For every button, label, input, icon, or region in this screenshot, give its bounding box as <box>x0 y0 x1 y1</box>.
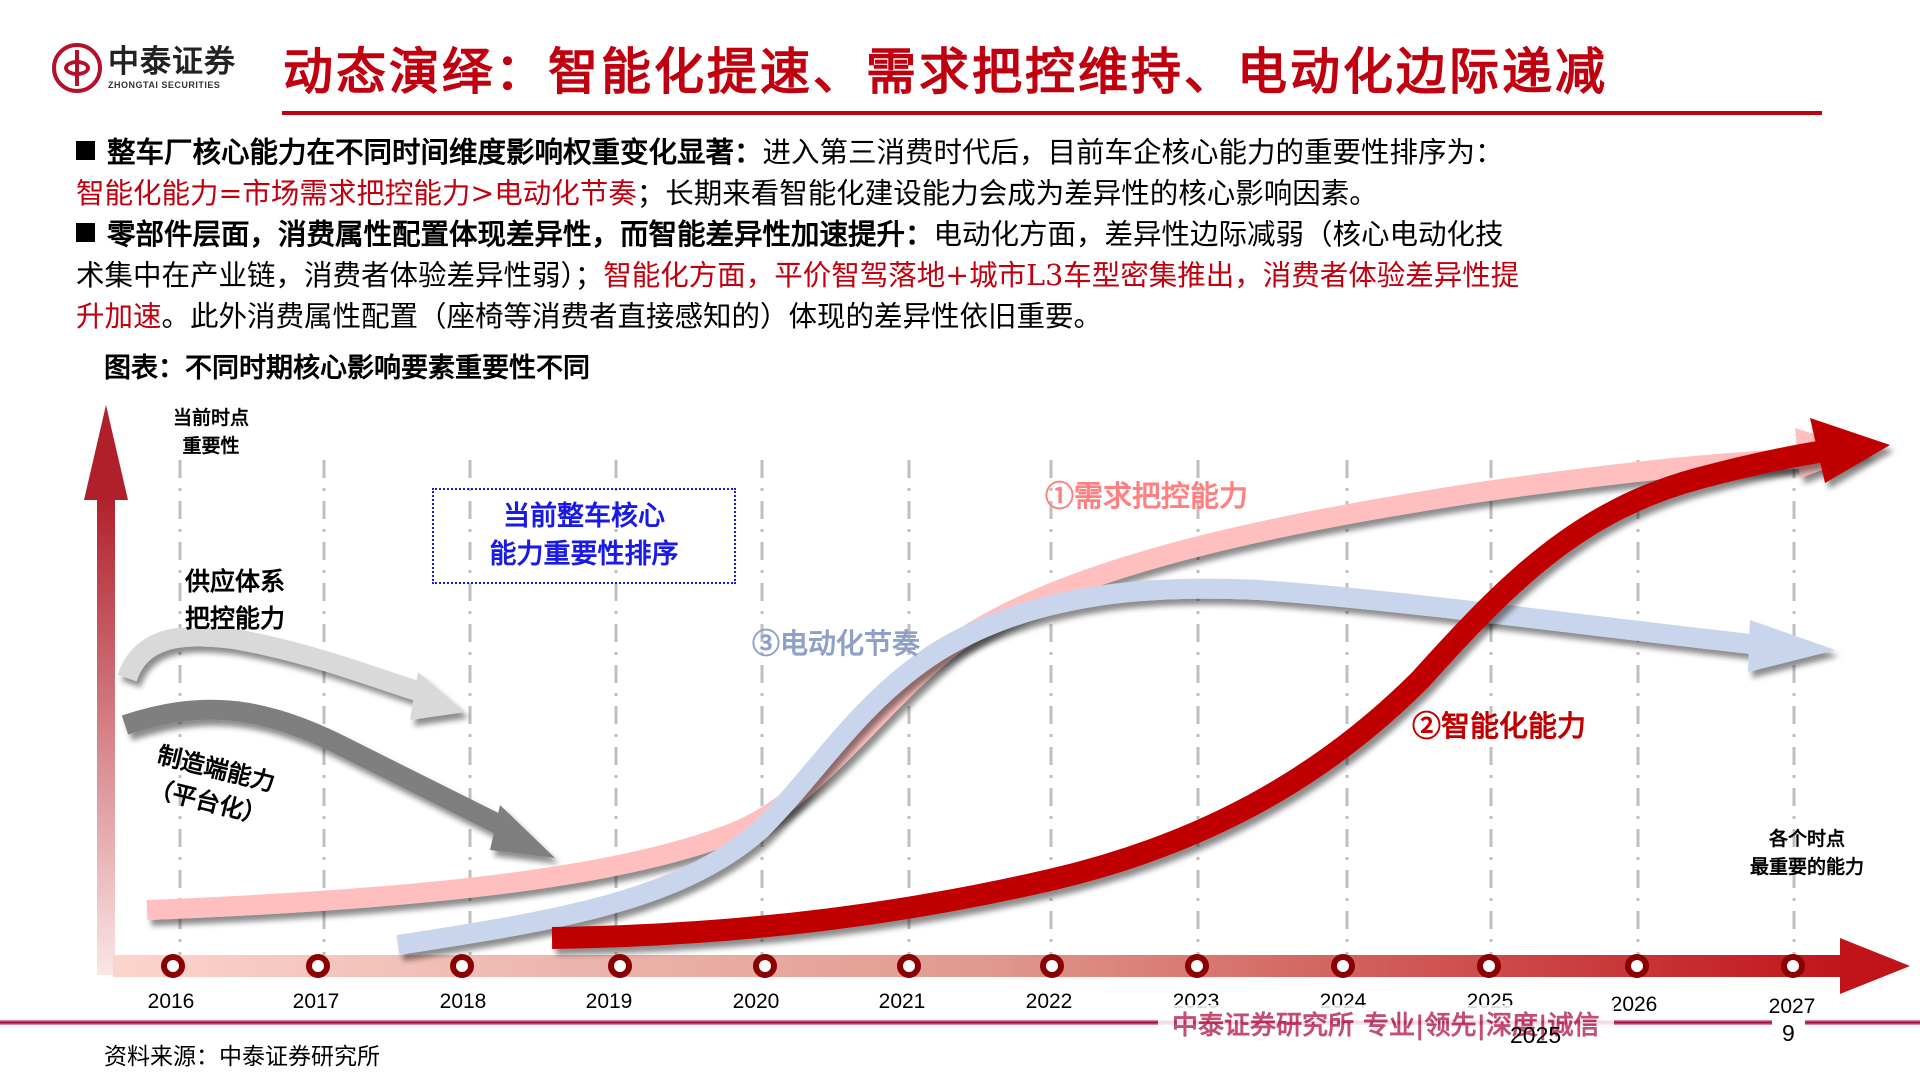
year-label: 2018 <box>439 990 487 1013</box>
para1-highlight: 智能化能力=市场需求把控能力>电动化节奏 <box>76 177 637 210</box>
box-line1: 当前整车核心 <box>503 501 665 532</box>
intelligence-label: ②智能化能力 <box>1412 709 1587 743</box>
para2-line3: 升加速。此外消费属性配置（座椅等消费者直接感知的）体现的差异性依旧重要。 <box>76 296 1856 337</box>
para1-line2-text: ；长期来看智能化建设能力会成为差异性的核心影响因素。 <box>636 177 1378 210</box>
para2-line2: 术集中在产业链，消费者体验差异性弱）；智能化方面，平价智驾落地+城市L3车型密集… <box>76 255 1856 296</box>
box-line2: 能力重要性排序 <box>489 539 679 570</box>
year-label: 2016 <box>147 990 195 1013</box>
year-label: 2017 <box>292 990 340 1013</box>
x-axis-arrow-icon <box>113 938 1910 994</box>
para2-line3-text: 。此外消费属性配置（座椅等消费者直接感知的）体现的差异性依旧重要。 <box>161 300 1103 333</box>
figure-caption: 图表：不同时期核心影响要素重要性不同 <box>104 353 590 384</box>
year-label: 2026 <box>1610 993 1658 1016</box>
year-label: 2019 <box>585 990 633 1013</box>
demand-curve <box>146 428 1870 920</box>
bullet-square-icon <box>76 141 95 160</box>
logo-icon <box>52 43 102 93</box>
manufacturing-arrow <box>121 699 555 858</box>
overlay-year-text: 2025 <box>1510 1022 1562 1048</box>
y-axis-label: 当前时点 重要性 <box>172 407 249 457</box>
year-markers <box>161 954 1805 978</box>
year-label: 2020 <box>732 990 780 1013</box>
page-title: 动态演绎：智能化提速、需求把控维持、电动化边际递减 <box>283 42 1608 101</box>
electrification-curve <box>396 578 1835 955</box>
footer-brand: 中泰证券研究所 专业|领先|深度|诚信 <box>1158 1005 1614 1042</box>
supply-arrow <box>117 626 465 720</box>
intelligence-curve <box>551 418 1890 949</box>
para2-lead: 零部件层面，消费属性配置体现差异性，而智能差异性加速提升： <box>107 217 934 251</box>
grid-lines <box>178 460 1796 955</box>
page-number: 9 <box>1772 1020 1805 1047</box>
bullet-square-icon <box>76 223 95 242</box>
para1-line1: 整车厂核心能力在不同时间维度影响权重变化显著：进入第三消费时代后，目前车企核心能… <box>76 132 1856 173</box>
para1-line2: 智能化能力=市场需求把控能力>电动化节奏；长期来看智能化建设能力会成为差异性的核… <box>76 173 1856 214</box>
year-label: 2021 <box>878 990 926 1013</box>
footer-rule <box>0 1020 1920 1025</box>
para2-highlight-end: 升加速 <box>76 300 162 333</box>
para2-highlight: 智能化方面，平价智驾落地+城市L3车型密集推出，消费者体验差异性提 <box>603 259 1520 292</box>
logo-en-text: ZHONGTAI SECURITIES <box>108 79 221 90</box>
year-label: 2022 <box>1025 990 1073 1013</box>
para2-line1: 零部件层面，消费属性配置体现差异性，而智能差异性加速提升：电动化方面，差异性边际… <box>76 214 1856 255</box>
electrification-label: ③电动化节奏 <box>752 627 921 660</box>
para1-lead: 整车厂核心能力在不同时间维度影响权重变化显著： <box>107 135 763 169</box>
demand-label: ①需求把控能力 <box>1045 479 1249 513</box>
para1-line1-text: 进入第三消费时代后，目前车企核心能力的重要性排序为： <box>762 136 1504 169</box>
title-underline <box>282 111 1822 115</box>
logo-cn-text: 中泰证券 <box>108 43 236 80</box>
y-axis-arrow-icon <box>84 405 128 975</box>
ranking-note-box: 当前整车核心 能力重要性排序 <box>432 488 736 584</box>
source-note: 资料来源：中泰证券研究所 <box>104 1044 380 1070</box>
supply-system-label: 供应体系 把控能力 <box>185 567 286 633</box>
para2-line2-text: 术集中在产业链，消费者体验差异性弱）； <box>76 259 604 292</box>
para2-line1-text: 电动化方面，差异性边际减弱（核心电动化技 <box>933 218 1504 251</box>
x-axis-note: 各个时点 最重要的能力 <box>1749 828 1864 878</box>
year-label: 2027 <box>1768 995 1816 1018</box>
company-logo: 中泰证券 ZHONGTAI SECURITIES <box>52 38 282 98</box>
